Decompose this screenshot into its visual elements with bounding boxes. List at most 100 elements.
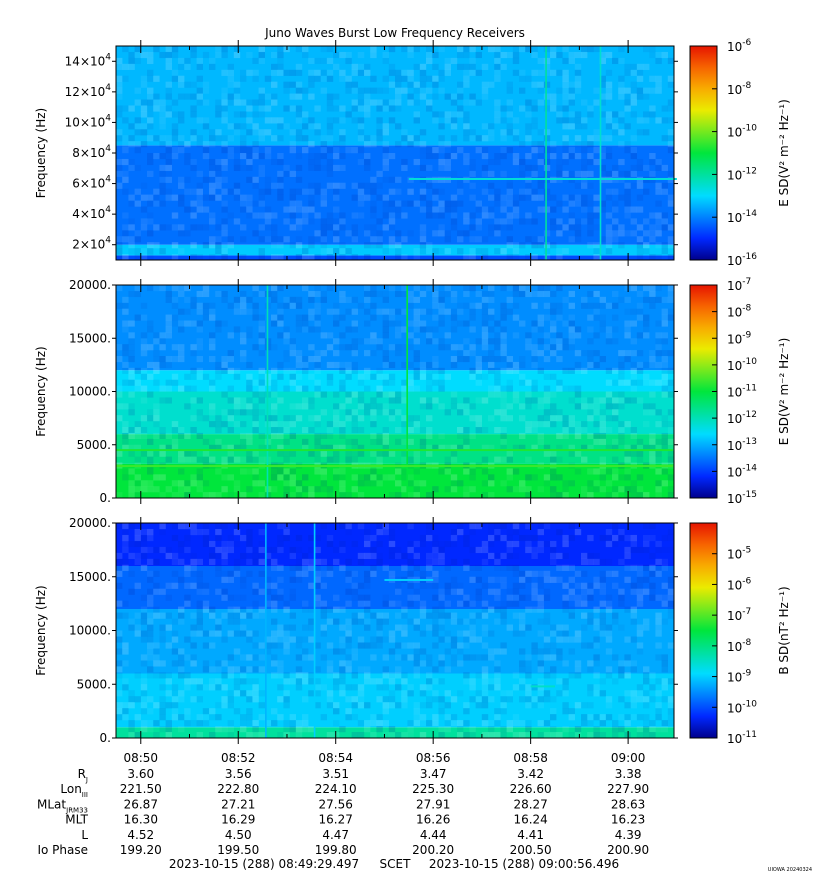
noise-cell (382, 612, 389, 619)
noise-cell (116, 690, 123, 697)
noise-cell (618, 367, 625, 374)
noise-cell (494, 224, 501, 231)
noise-cell (574, 200, 582, 207)
noise-cell (494, 558, 501, 566)
noise-cell (419, 81, 427, 88)
noise-cell (370, 302, 377, 309)
noise-cell (289, 480, 296, 487)
noise-cell (481, 147, 489, 154)
noise-cell (506, 588, 513, 595)
noise-cell (574, 117, 582, 124)
noise-cell (469, 46, 476, 53)
noise-cell (215, 678, 222, 685)
noise-cell (469, 93, 476, 100)
noise-cell (574, 63, 582, 70)
noise-cell (506, 690, 513, 697)
noise-cell (308, 290, 315, 298)
noise-cell (388, 474, 396, 481)
noise-cell (649, 450, 656, 457)
noise-cell (184, 600, 191, 607)
noise-cell (407, 344, 414, 351)
noise-cell (556, 158, 563, 166)
noise-cell (407, 332, 414, 339)
ephemeris-value: 16.27 (319, 813, 353, 827)
noise-cell (624, 69, 631, 76)
noise-cell (116, 636, 123, 643)
noise-cell (481, 654, 489, 661)
noise-cell (122, 523, 129, 530)
noise-cell (581, 403, 588, 410)
noise-cell (395, 654, 402, 661)
noise-cell (599, 582, 606, 589)
noise-cell (599, 630, 606, 637)
noise-cell (190, 111, 197, 118)
noise-cell (233, 123, 241, 130)
noise-cell (618, 528, 625, 536)
noise-cell (302, 87, 309, 94)
noise-cell (630, 582, 637, 589)
noise-cell (649, 230, 656, 237)
noise-cell (147, 450, 154, 457)
noise-cell (512, 468, 520, 475)
noise-cell (543, 690, 551, 697)
noise-cell (593, 468, 600, 475)
noise-cell (401, 438, 408, 445)
noise-cell (264, 600, 272, 607)
noise-cell (525, 427, 532, 434)
noise-cell (636, 63, 644, 70)
noise-cell (134, 474, 141, 481)
noise-cell (512, 444, 520, 451)
noise-cell (438, 702, 445, 709)
noise-cell (246, 678, 253, 685)
noise-cell (574, 111, 582, 118)
noise-cell (314, 320, 321, 327)
noise-cell (202, 720, 210, 727)
noise-cell (500, 206, 507, 213)
noise-cell (326, 170, 334, 177)
noise-cell (370, 200, 377, 207)
noise-cell (568, 427, 575, 434)
noise-cell (116, 344, 123, 351)
noise-cell (655, 486, 662, 493)
noise-cell (426, 308, 433, 315)
noise-cell (568, 314, 575, 321)
noise-cell (202, 206, 210, 213)
noise-cell (215, 630, 222, 637)
noise-cell (252, 314, 259, 321)
noise-cell (370, 415, 377, 422)
noise-cell (426, 528, 433, 536)
noise-cell (432, 534, 439, 542)
noise-cell (252, 212, 259, 219)
noise-cell (475, 546, 482, 554)
noise-cell (357, 684, 365, 691)
noise-cell (376, 540, 383, 548)
noise-cell (215, 523, 222, 530)
noise-cell (649, 732, 656, 739)
noise-cell (196, 135, 203, 142)
noise-cell (215, 660, 222, 667)
noise-cell (134, 421, 141, 428)
noise-cell (302, 111, 309, 118)
noise-cell (302, 385, 309, 392)
noise-cell (500, 117, 507, 124)
noise-cell (240, 99, 247, 106)
noise-cell (116, 648, 123, 655)
noise-cell (488, 474, 495, 481)
noise-cell (271, 600, 278, 607)
noise-cell (624, 285, 631, 292)
noise-cell (512, 361, 520, 369)
noise-cell (140, 432, 148, 440)
noise-cell (426, 415, 433, 422)
noise-cell (494, 666, 501, 673)
noise-cell (395, 468, 402, 475)
noise-cell (357, 612, 365, 619)
noise-cell (202, 99, 210, 106)
noise-cell (271, 93, 278, 100)
noise-cell (618, 379, 625, 386)
noise-cell (246, 200, 253, 207)
noise-cell (587, 552, 594, 560)
noise-cell (258, 552, 265, 560)
noise-cell (463, 403, 470, 410)
noise-cell (457, 350, 464, 357)
noise-cell (643, 588, 650, 595)
